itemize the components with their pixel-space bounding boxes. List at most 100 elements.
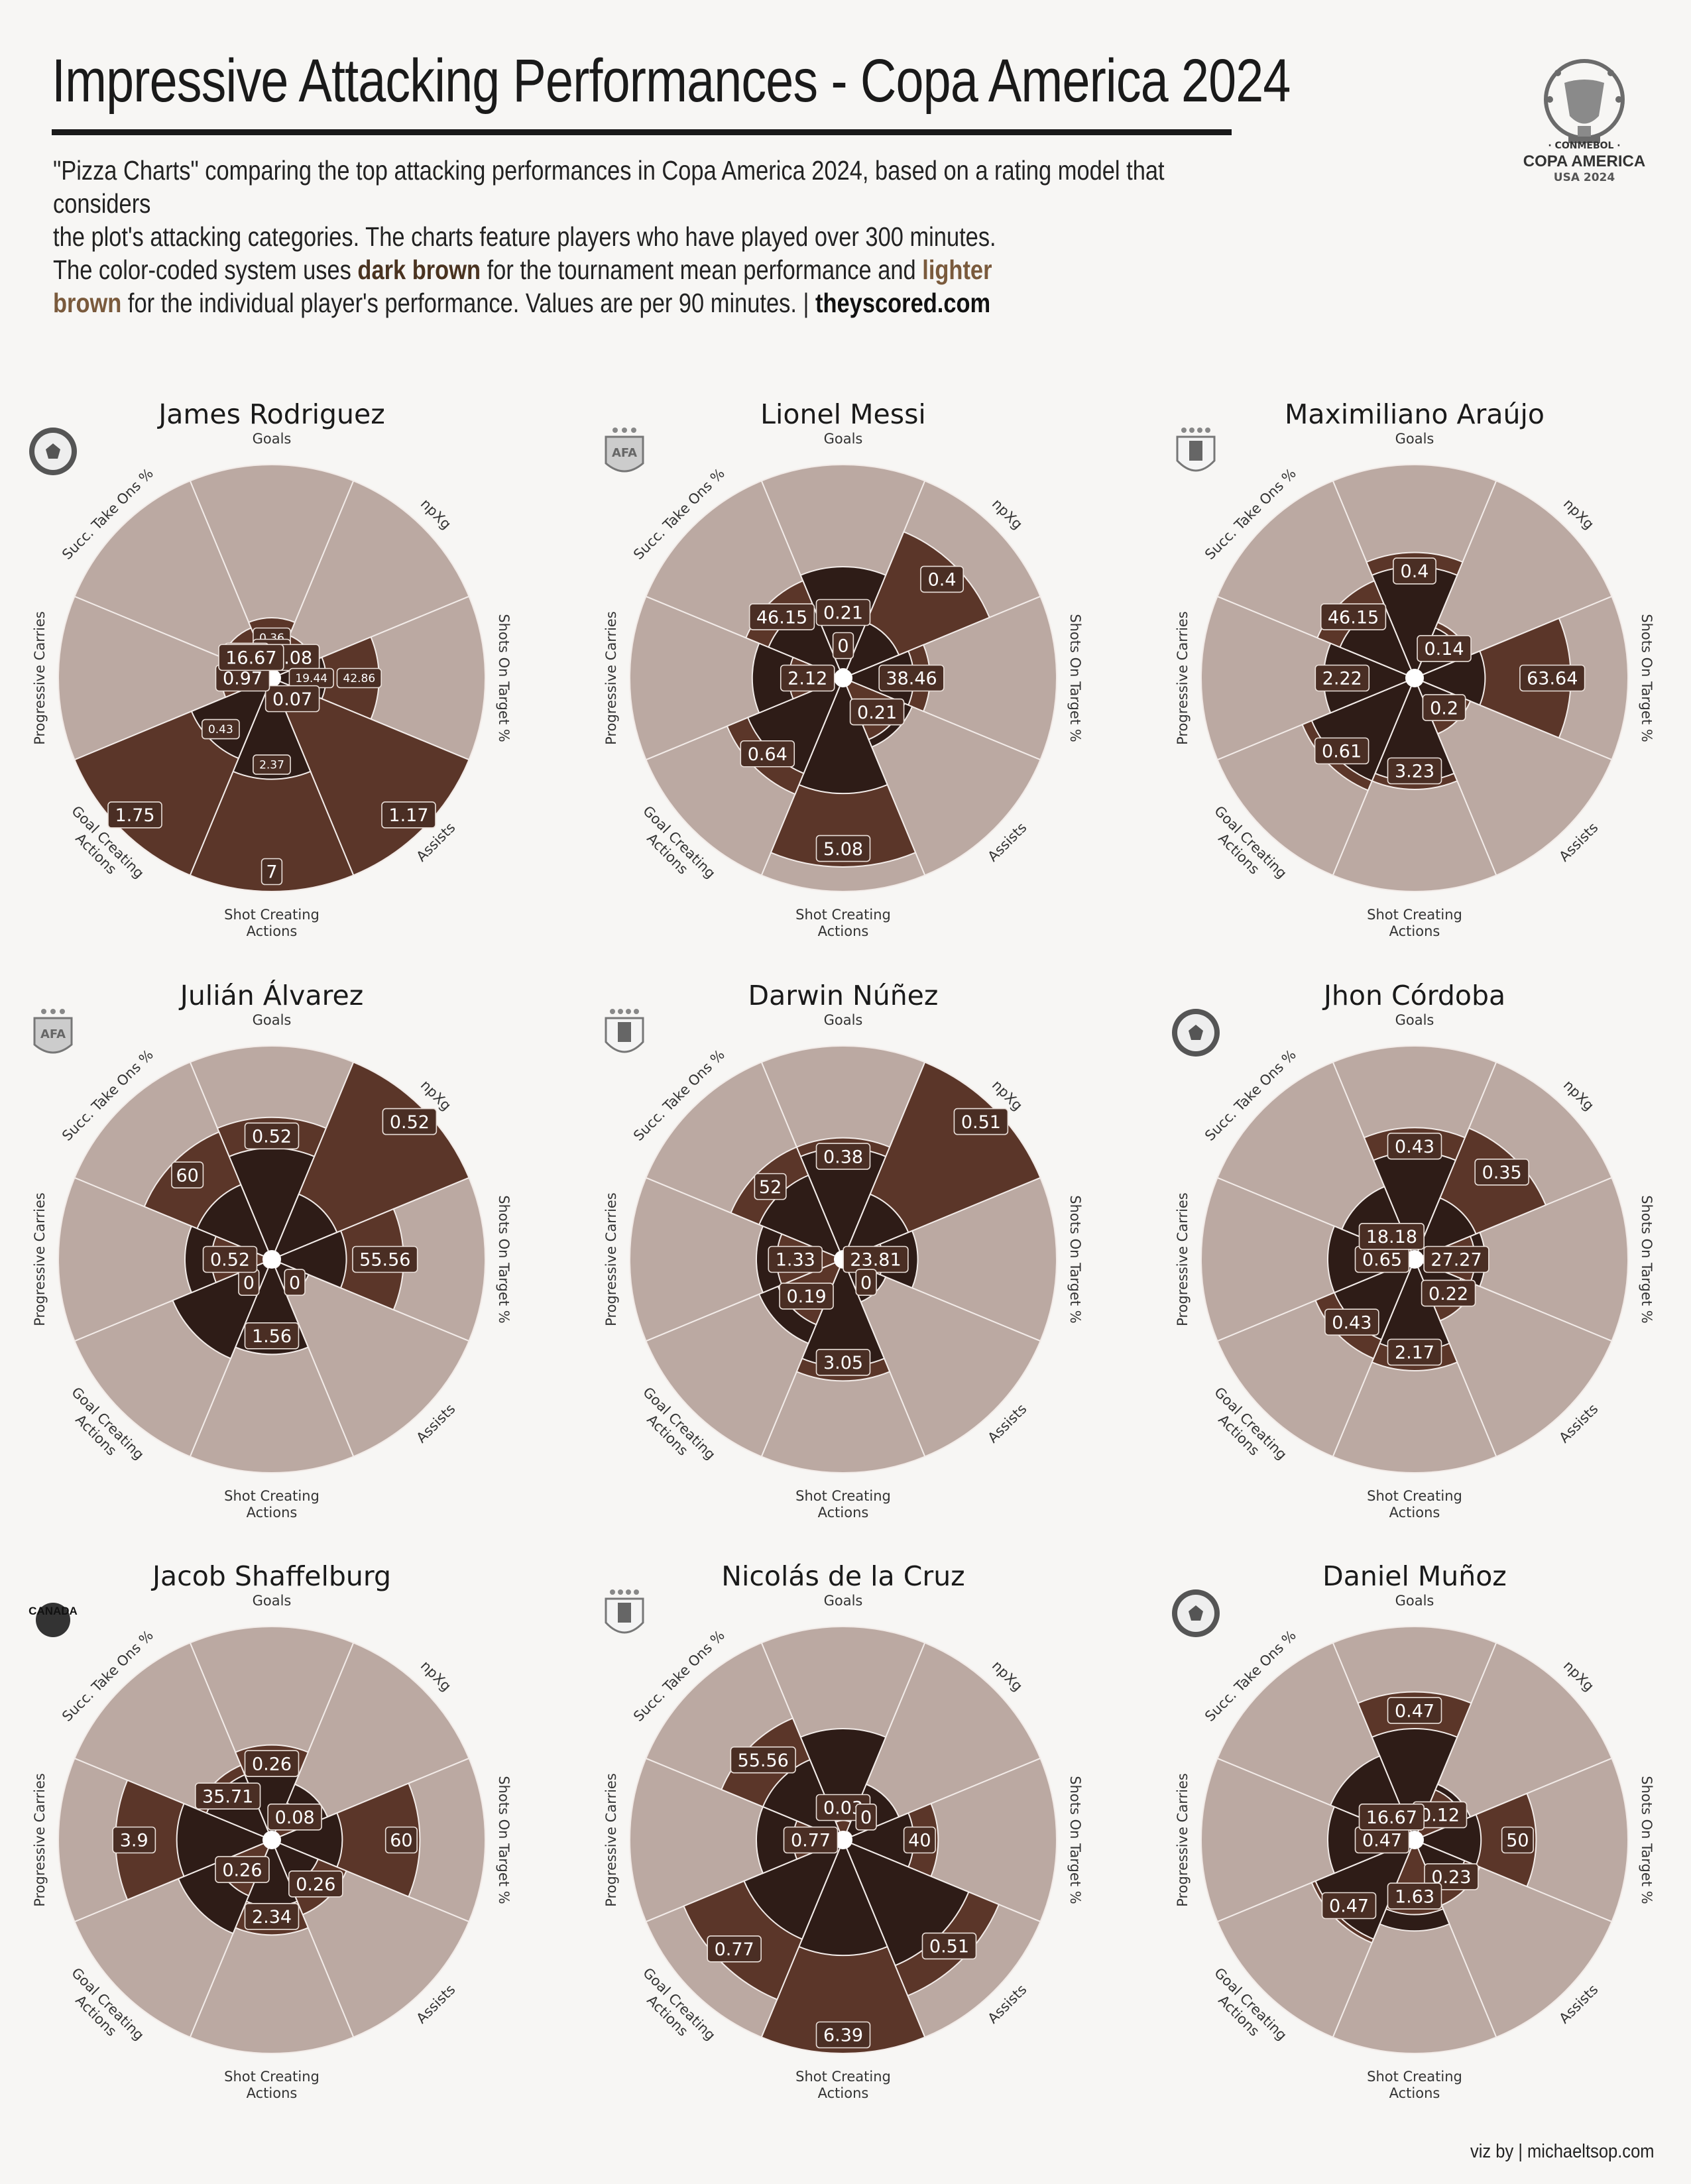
category-label: Shot Creating Actions	[224, 907, 320, 939]
player-value-label: 0.21	[857, 703, 897, 723]
mean-bar	[1371, 1728, 1458, 1842]
mean-value-label: 0.97	[223, 669, 262, 689]
source-link[interactable]: theyscored.com	[815, 288, 991, 318]
player-value-label-box	[1501, 1826, 1534, 1854]
category-label: Progressive Carries	[603, 611, 619, 745]
player-value-label: 46.15	[756, 607, 807, 628]
player-value-label-box	[382, 1108, 437, 1135]
title-underline	[52, 129, 1232, 135]
slice-background	[189, 1838, 355, 2054]
player-value-label: 0.12	[1420, 1806, 1460, 1826]
page-title: Impressive Attacking Performances - Copa…	[52, 47, 1291, 115]
mean-value-label: 2.37	[259, 759, 284, 772]
category-label: Progressive Carries	[603, 1773, 619, 1907]
player-value-label-box	[244, 1322, 300, 1350]
player-value-label: 0.22	[1429, 1284, 1468, 1304]
legend-lighter: lighter	[922, 255, 992, 285]
mean-value-label-box	[815, 599, 871, 626]
slice-background	[270, 1258, 470, 1458]
uruguay-crest-icon	[605, 1009, 644, 1053]
player-value-label: 0.26	[222, 1860, 262, 1880]
player-value-label: 0.52	[252, 1127, 292, 1147]
slice-background	[74, 480, 273, 679]
category-label: Shots On Target %	[1067, 1195, 1083, 1323]
mean-value-label-box	[218, 644, 284, 671]
player-value-label-box	[878, 664, 945, 692]
player-value-label-box	[1422, 694, 1466, 721]
player-value-label-box	[921, 1932, 977, 1960]
player-value-label: 0.61	[1322, 742, 1362, 762]
category-label: Shot Creating Actions	[795, 1488, 891, 1521]
player-value-label-box	[244, 1903, 300, 1930]
slice-background	[270, 1642, 470, 1841]
category-label: Goals	[253, 1012, 292, 1028]
mean-value-label: 19.44	[295, 672, 327, 685]
category-label: Shots On Target %	[1639, 614, 1655, 742]
subtitle-line-1: "Pizza Charts" comparing the top attacki…	[53, 155, 1165, 219]
player-value-label: 18.18	[1366, 1227, 1417, 1247]
legend-dark-brown: dark brown	[357, 255, 481, 285]
player-value-label-box	[336, 667, 382, 689]
player-name: Lionel Messi	[760, 398, 926, 430]
player-value-label: 0.43	[1395, 1137, 1434, 1157]
player-value-label-box	[1387, 1882, 1442, 1910]
player-value-label-box	[381, 801, 436, 829]
player-value-label: 0.77	[715, 1939, 754, 1960]
category-label: Shot Creating Actions	[224, 2069, 320, 2101]
subtitle-line-4: for the individual player's performance.…	[121, 288, 816, 318]
colombia-crest-icon	[29, 428, 77, 475]
player-value-label-box	[267, 1804, 322, 1831]
player-bar	[270, 1782, 421, 1898]
center-dot	[834, 1831, 852, 1849]
mean-bar	[270, 1811, 343, 1868]
player-value-label: 46.15	[1328, 607, 1379, 628]
player-value-label-box	[779, 1283, 834, 1310]
player-value-label-box	[288, 1870, 343, 1898]
mean-value-label-box	[202, 718, 240, 740]
player-value-label: 55.56	[738, 1751, 789, 1771]
player-value-label: 6.39	[823, 2026, 863, 2046]
pizza-chart: 0.520.5255.5601.5600.5260GoalsnpXgShots …	[32, 980, 512, 1521]
copa-america-trophy-icon	[1544, 59, 1625, 143]
mean-bar	[798, 676, 888, 795]
player-value-label: 0.2	[1430, 698, 1458, 718]
player-value-label: 0	[837, 636, 848, 657]
player-value-label-box	[815, 1349, 871, 1376]
pizza-chart: 0.260.08600.262.340.263.935.71GoalsnpXgS…	[29, 1560, 512, 2101]
category-label: Shots On Target %	[496, 614, 512, 742]
slice-background	[1200, 1757, 1417, 1923]
player-value-label-box	[815, 834, 871, 862]
slice-background	[1413, 480, 1613, 679]
player-value-label: 0.26	[296, 1874, 335, 1895]
category-label: Goals	[824, 1593, 863, 1609]
svg-text:AFA: AFA	[40, 1027, 66, 1041]
mean-bar	[1413, 1197, 1477, 1261]
player-value-label-box	[202, 1245, 258, 1273]
pizza-chart: 0.380.5123.8103.050.191.3352GoalsnpXgSho…	[603, 980, 1083, 1521]
slice-background	[58, 595, 274, 761]
player-value-label: 1.33	[776, 1250, 815, 1271]
player-name: Nicolás de la Cruz	[721, 1560, 964, 1592]
player-value-label-box	[855, 1804, 877, 1831]
player-value-label-box	[1314, 664, 1370, 692]
center-dot	[262, 1831, 281, 1849]
slice-background	[1200, 595, 1417, 761]
category-label: Shot Creating Actions	[1367, 907, 1462, 939]
player-value-label: 0.26	[252, 1754, 292, 1774]
player-name: Darwin Núñez	[748, 980, 939, 1011]
player-value-label: 52	[759, 1177, 782, 1198]
category-label: Progressive Carries	[1175, 611, 1191, 745]
mean-bar	[232, 676, 312, 780]
slice-background	[629, 595, 845, 761]
center-dot	[1405, 669, 1424, 687]
player-value-label-box	[849, 698, 905, 726]
player-value-label-box	[815, 2021, 871, 2049]
player-value-label: 40	[908, 1831, 931, 1851]
player-value-label: 0.52	[210, 1250, 250, 1271]
category-label: Goals	[1395, 431, 1434, 447]
category-label: Shot Creating Actions	[795, 907, 891, 939]
player-value-label: 1.56	[252, 1326, 292, 1347]
player-value-label-box	[244, 1122, 300, 1150]
player-value-label-box	[1387, 1132, 1442, 1160]
player-value-label: 2.12	[787, 669, 827, 689]
